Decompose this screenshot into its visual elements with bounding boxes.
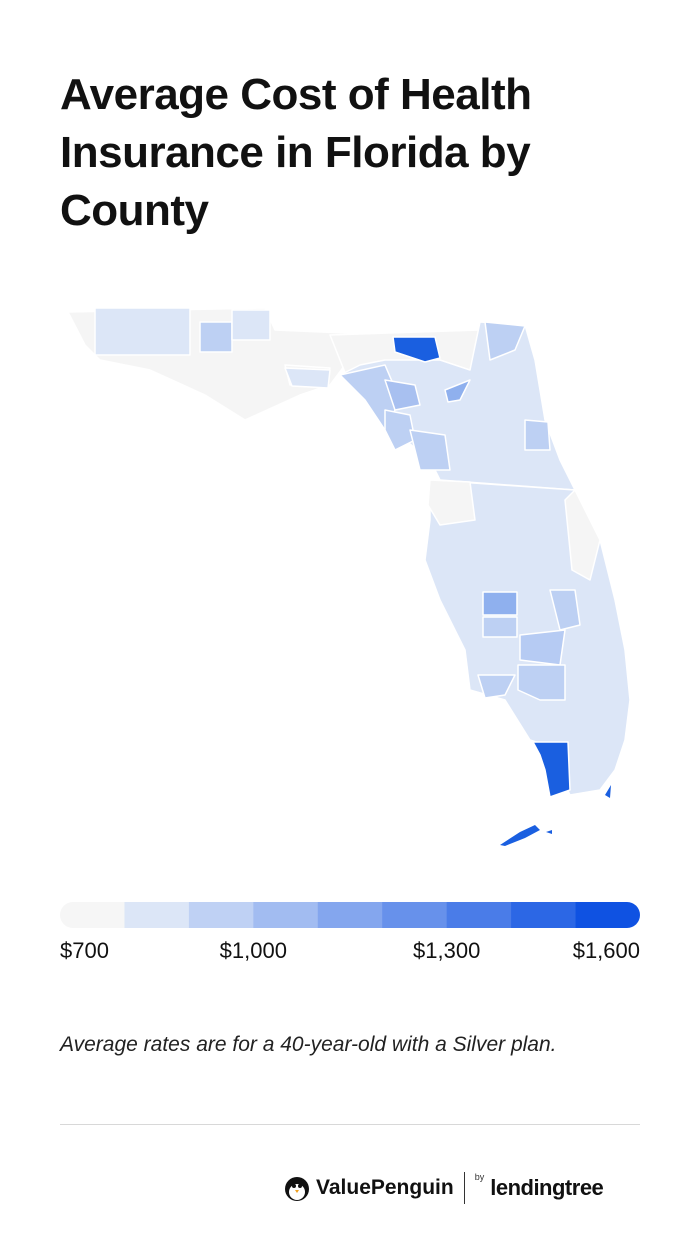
- county: [532, 741, 571, 798]
- county: [199, 321, 233, 353]
- county: [524, 419, 551, 451]
- legend-tick-label: $700: [60, 938, 109, 963]
- legend-swatch: [124, 902, 190, 928]
- county: [231, 309, 271, 341]
- county: [549, 589, 581, 631]
- legend-swatch: [253, 902, 319, 928]
- county: [94, 307, 191, 356]
- separator: [463, 1172, 465, 1204]
- partner: lendingtree: [490, 1175, 604, 1200]
- legend: $700 $1,000 $1,300 $1,600: [60, 902, 640, 963]
- florida-map: [67, 307, 631, 846]
- brand: ValuePenguin: [316, 1176, 454, 1199]
- legend-tick-label: $1,000: [220, 938, 287, 963]
- title: Average Cost of Health Insurance in Flor…: [60, 70, 532, 235]
- penguin-logo: [285, 1177, 309, 1201]
- county: [477, 674, 516, 699]
- county: [519, 629, 566, 666]
- legend-swatch: [511, 902, 577, 928]
- county: [384, 379, 421, 411]
- legend-swatch: [60, 902, 125, 928]
- county: [482, 591, 518, 616]
- legend-swatch: [188, 902, 254, 928]
- county: [384, 409, 416, 451]
- county: [444, 379, 471, 403]
- keys: [500, 785, 611, 846]
- legend-swatch: [446, 902, 512, 928]
- footer: ValuePenguin by lendingtree: [284, 1168, 604, 1208]
- legend-tick-label: $1,300: [413, 938, 480, 963]
- legend-tick-label: $1,600: [573, 938, 640, 963]
- county: [284, 367, 331, 389]
- by: by: [474, 1172, 485, 1182]
- county: [564, 489, 601, 581]
- divider: [60, 1124, 640, 1125]
- county: [392, 336, 441, 363]
- county: [427, 479, 476, 526]
- county: [409, 429, 451, 471]
- legend-swatch: [317, 902, 383, 928]
- county: [484, 321, 526, 361]
- county: [482, 616, 518, 638]
- legend-swatch: [382, 902, 448, 928]
- county: [517, 664, 566, 701]
- legend-bar: [60, 902, 640, 928]
- note: Average rates are for a 40-year-old with…: [60, 1033, 557, 1056]
- legend-swatch: [575, 902, 640, 928]
